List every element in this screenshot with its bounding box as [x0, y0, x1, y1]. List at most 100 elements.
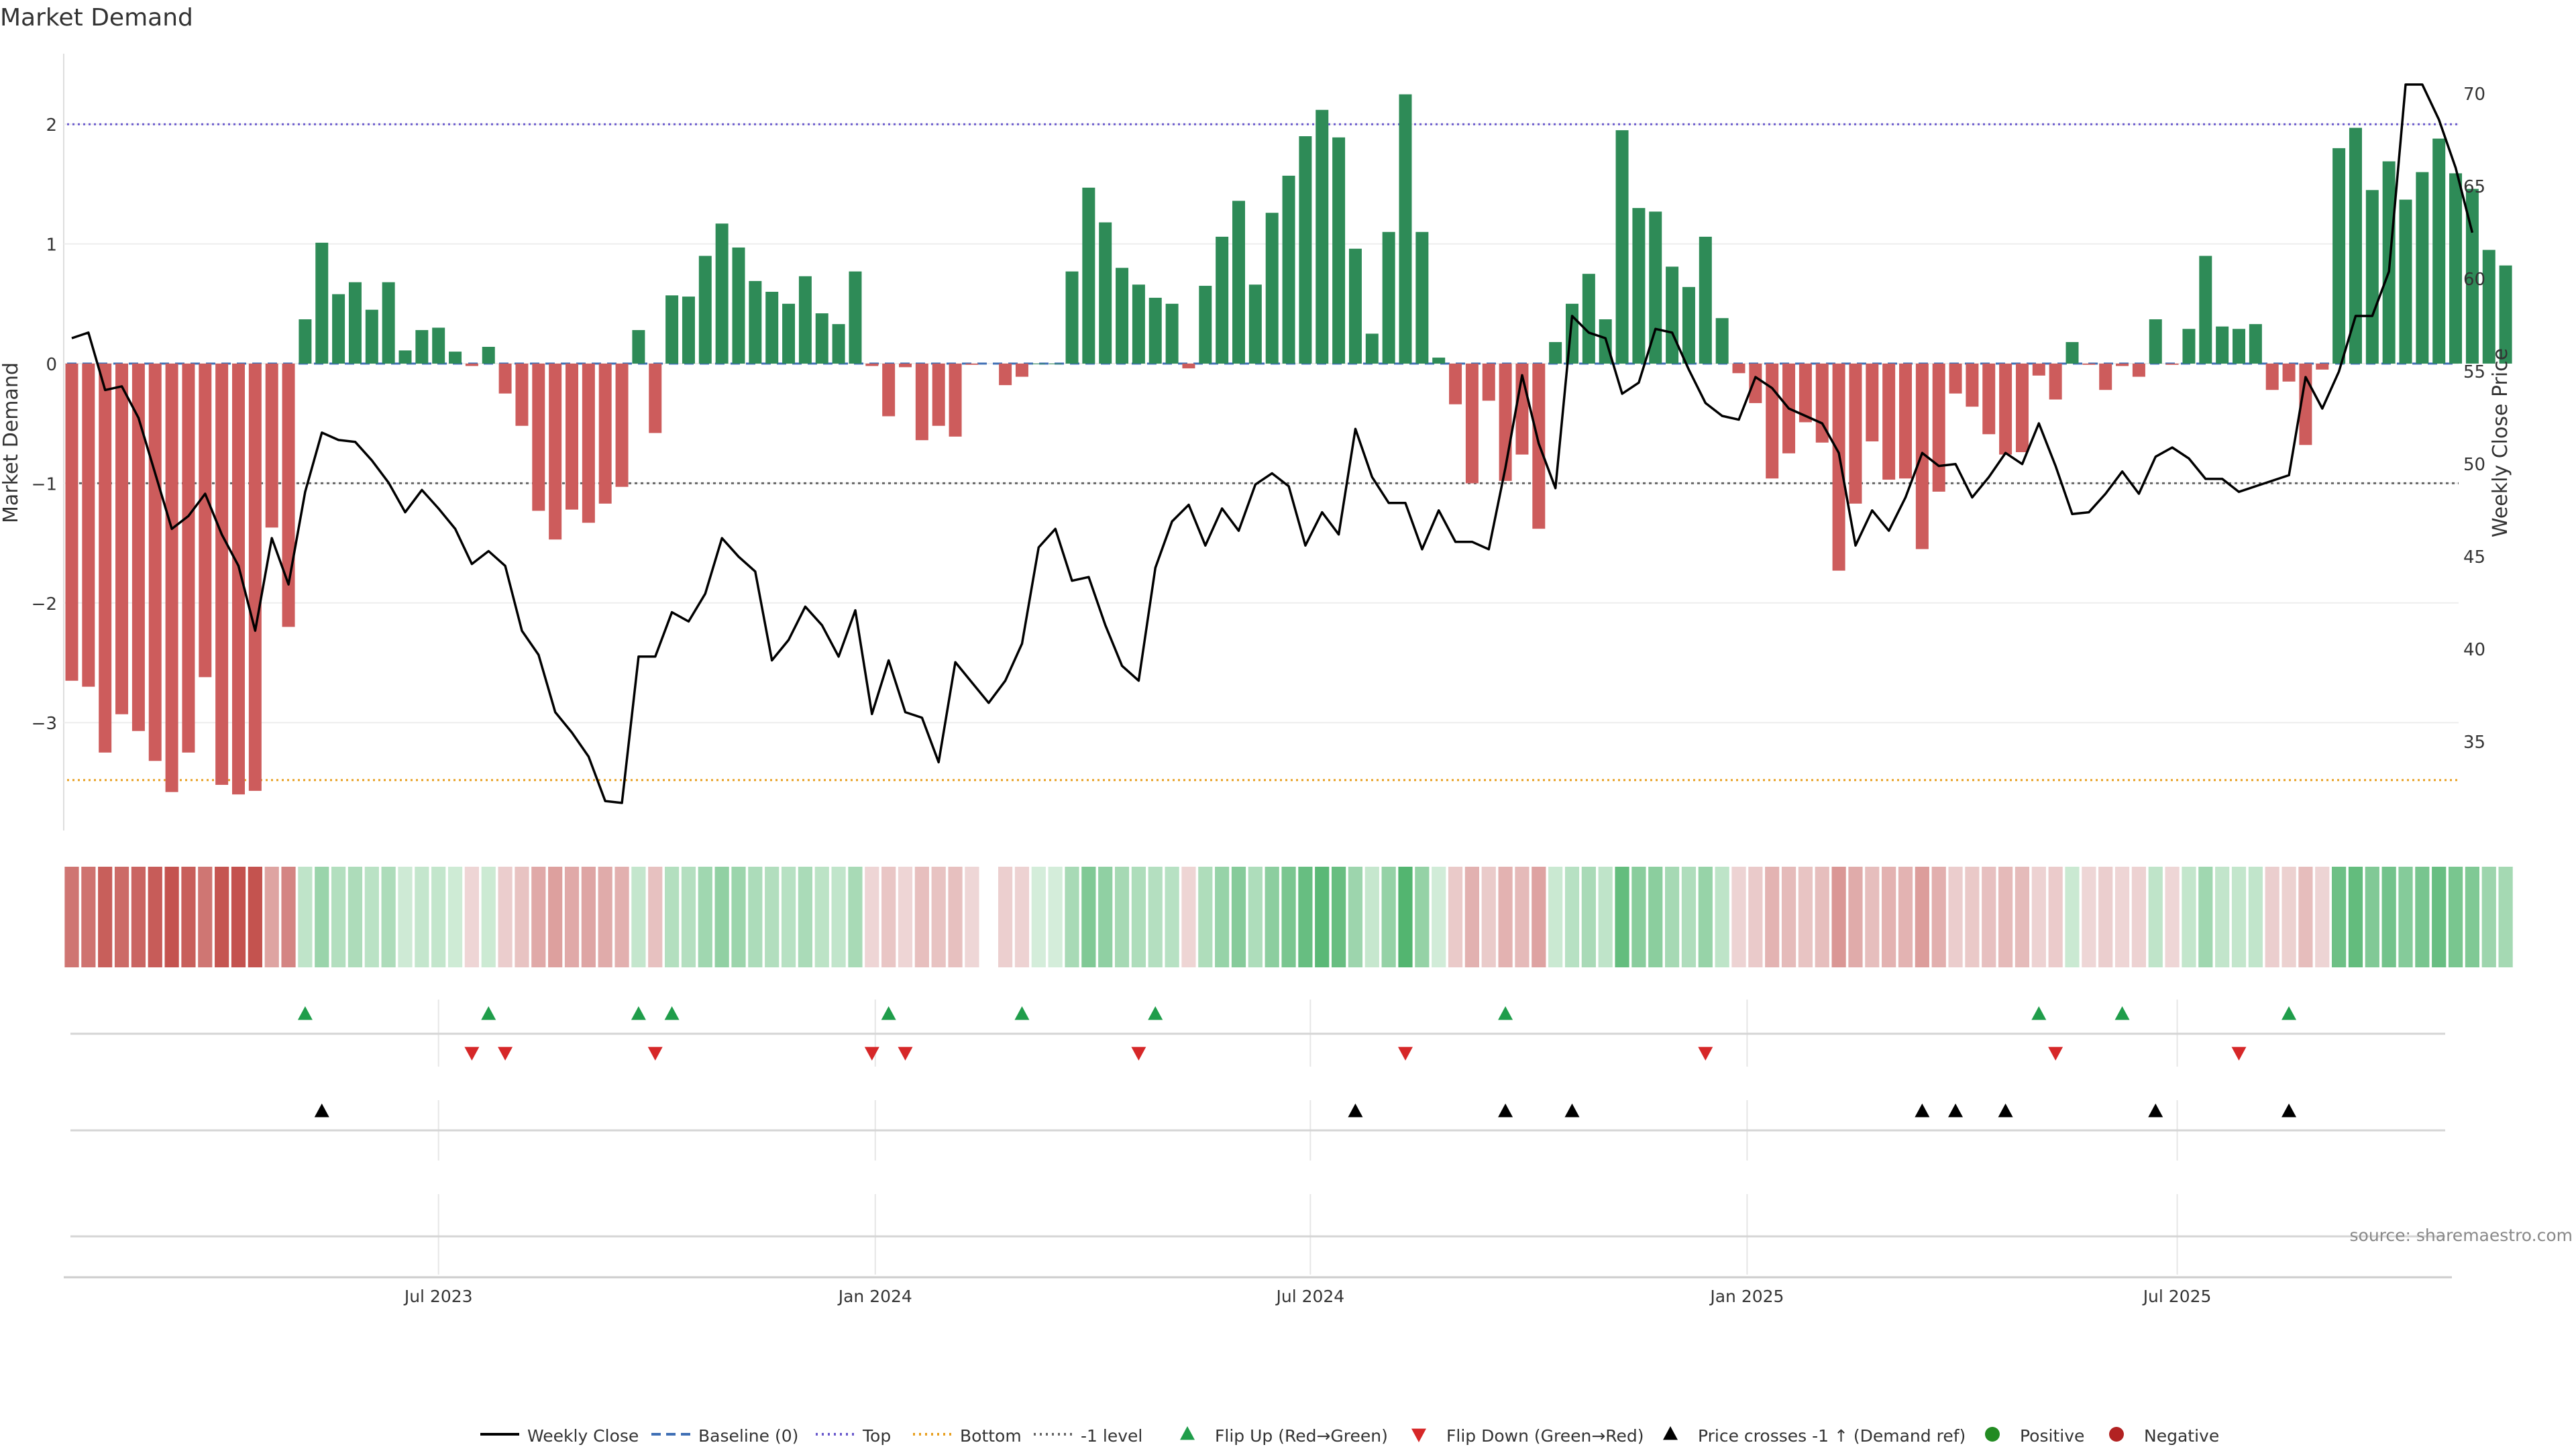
demand-bar — [1749, 364, 1762, 403]
left-tick-label: 2 — [46, 115, 57, 136]
lower-vertical-gridlines — [437, 1000, 2178, 1275]
right-tick-label: 60 — [2463, 270, 2485, 290]
strip-cell — [865, 867, 879, 967]
legend-item: Price crosses -1 ↑ (Demand ref) — [1663, 1426, 1966, 1446]
strip-cell — [1648, 867, 1663, 967]
strip-cell — [1432, 867, 1446, 967]
demand-bar — [1332, 137, 1346, 364]
strip-cell — [1615, 867, 1629, 967]
reference-levels — [67, 123, 2459, 782]
strip-cell — [1098, 867, 1113, 967]
strip-cell — [2348, 867, 2363, 967]
demand-bar — [915, 364, 928, 441]
strip-cell — [1515, 867, 1529, 967]
demand-bar — [765, 291, 779, 364]
strip-cell — [1748, 867, 1763, 967]
legend-item: Flip Down (Green→Red) — [1411, 1426, 1644, 1446]
demand-bar — [949, 364, 962, 437]
right-tick-label: 35 — [2463, 733, 2485, 753]
demand-bar — [2116, 364, 2129, 366]
demand-bar — [465, 364, 478, 366]
strip-cell — [1532, 867, 1546, 967]
demand-gridlines — [64, 123, 2459, 724]
demand-bar — [2233, 329, 2245, 364]
legend-item: Baseline (0) — [651, 1426, 798, 1446]
strip-cell — [331, 867, 346, 967]
demand-bar — [415, 330, 429, 364]
demand-bar — [732, 247, 745, 364]
strip-cell — [814, 867, 829, 967]
price-cross-marker — [1498, 1104, 1513, 1118]
strip-cell — [798, 867, 812, 967]
demand-bar — [566, 364, 578, 510]
signal-marker-rows: Jul 2023 Jan 2024 Jul 2024 Jan 2025 Jul 2025 — [64, 1000, 2452, 1306]
strip-cell — [2432, 867, 2447, 967]
demand-bar — [1065, 271, 1079, 364]
price-cross-marker — [2282, 1104, 2297, 1118]
strip-cell — [898, 867, 913, 967]
flip-up-marker — [631, 1006, 646, 1020]
price-cross-marker — [1915, 1104, 1930, 1118]
strip-cell — [1415, 867, 1430, 967]
strip-cell — [381, 867, 396, 967]
strip-cell — [164, 867, 179, 967]
strip-cell — [1265, 867, 1279, 967]
demand-bar — [1432, 358, 1446, 364]
legend-item: Positive — [1985, 1426, 2084, 1446]
demand-bar — [1082, 187, 1095, 364]
demand-bar — [865, 364, 879, 366]
demand-bar — [1099, 222, 1112, 364]
flip-down-marker — [498, 1046, 513, 1061]
strip-cell — [581, 867, 596, 967]
legend-item: Bottom — [913, 1426, 1022, 1446]
strip-cell — [765, 867, 780, 967]
flip-up-marker — [1498, 1006, 1513, 1020]
flip-down-marker — [1698, 1046, 1713, 1061]
strip-cell — [1998, 867, 2013, 967]
demand-bar — [1649, 211, 1662, 364]
demand-bar — [232, 364, 245, 795]
demand-bar — [2015, 364, 2029, 453]
strip-cell — [1198, 867, 1213, 967]
strip-cell — [264, 867, 279, 967]
demand-bar — [248, 364, 262, 791]
strip-cell — [648, 867, 663, 967]
strip-cell — [631, 867, 646, 967]
strip-cell — [1665, 867, 1680, 967]
strip-cell — [1965, 867, 1980, 967]
price-cross-marker — [1564, 1104, 1580, 1118]
strip-cell — [1798, 867, 1813, 967]
demand-bar — [498, 364, 512, 394]
flip-down-markers — [464, 1046, 2247, 1061]
strip-cell — [148, 867, 162, 967]
strip-cell — [1765, 867, 1780, 967]
demand-bar — [649, 364, 662, 433]
demand-bar — [1148, 297, 1162, 364]
strip-cell — [1248, 867, 1263, 967]
strip-cell — [948, 867, 963, 967]
demand-bar — [1248, 284, 1262, 364]
strip-cell — [298, 867, 313, 967]
demand-bar — [1399, 94, 1412, 364]
strip-cell — [2282, 867, 2296, 967]
strip-cell — [2082, 867, 2096, 967]
price-cross-marker — [314, 1104, 329, 1118]
demand-bar — [1549, 341, 1562, 364]
legend-swatch — [1411, 1428, 1426, 1442]
demand-bar — [165, 364, 178, 792]
strip-cell — [2248, 867, 2263, 967]
legend-label: Negative — [2144, 1426, 2219, 1446]
strip-cell — [1898, 867, 1913, 967]
strip-cell — [548, 867, 563, 967]
price-cross-marker — [1998, 1104, 2013, 1118]
strip-cell — [831, 867, 846, 967]
strip-cell — [698, 867, 712, 967]
demand-bar — [2349, 127, 2362, 364]
demand-bar — [1849, 364, 1862, 504]
legend-swatch — [2109, 1427, 2124, 1442]
price-cross-marker — [2148, 1104, 2163, 1118]
strip-cell — [98, 867, 113, 967]
x-tick-label: Jul 2025 — [2142, 1287, 2212, 1306]
demand-bar — [65, 364, 78, 681]
